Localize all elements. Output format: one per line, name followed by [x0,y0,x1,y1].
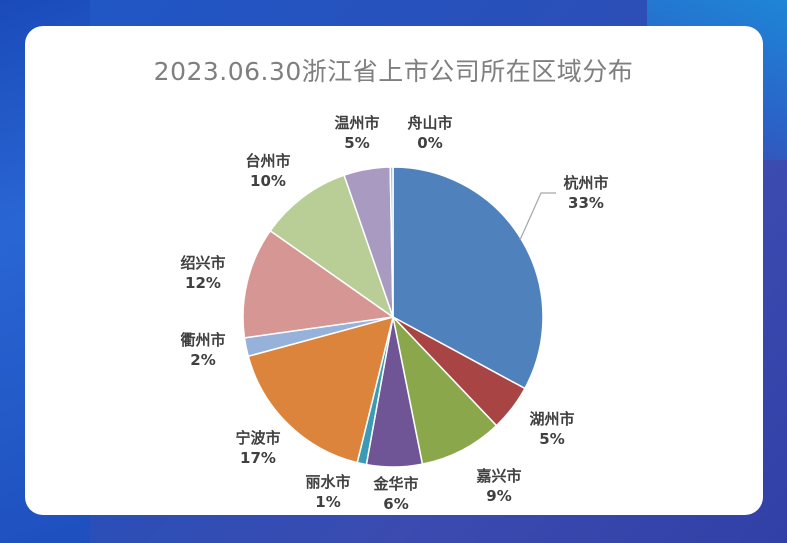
slice-label-6: 衢州市 2% [180,330,225,370]
slice-label-name: 金华市 [373,475,419,493]
slice-label-name: 嘉兴市 [476,467,522,485]
slice-label-value: 5% [539,430,565,448]
slice-label-value: 12% [185,274,221,292]
pie-slice-2 [391,314,498,465]
pie-slice-5 [247,315,395,464]
slice-label-2: 嘉兴市 9% [476,466,521,506]
slice-label-name: 绍兴市 [180,254,226,272]
slice-label-5: 宁波市 17% [235,428,280,468]
slice-label-8: 台州市 10% [245,151,290,191]
chart-title: 2023.06.30浙江省上市公司所在区域分布 [153,57,634,86]
slice-label-4: 丽水市 1% [305,472,350,512]
slice-label-name: 宁波市 [235,429,281,447]
slice-label-name: 舟山市 [407,114,453,132]
slice-label-value: 6% [383,495,409,513]
slice-label-value: 0% [417,134,443,152]
slice-label-name: 湖州市 [529,410,575,428]
slice-label-9: 温州市 5% [334,113,379,153]
slice-label-3: 金华市 6% [373,474,418,514]
slice-label-value: 5% [344,134,370,152]
slice-label-0: 杭州市 33% [563,173,608,213]
slice-label-name: 丽水市 [305,473,351,491]
slice-label-value: 9% [486,487,512,505]
pie-slice-0 [392,166,544,390]
pie-slice-7 [242,229,395,339]
slice-label-value: 2% [190,351,216,369]
leader-line [519,192,556,241]
slice-label-value: 10% [250,172,286,190]
slice-label-name: 温州市 [334,114,380,132]
slice-label-name: 台州市 [245,152,291,170]
slice-label-7: 绍兴市 12% [180,253,225,293]
slice-label-name: 杭州市 [563,174,609,192]
slice-label-10: 舟山市 0% [407,113,452,153]
pie-slice-8 [269,174,395,319]
slice-label-value: 1% [315,493,341,511]
slice-label-value: 17% [240,449,276,467]
slice-label-name: 衢州市 [180,331,226,349]
slice-label-value: 33% [568,194,604,212]
pie-slice-10 [389,166,394,318]
slice-label-1: 湖州市 5% [529,409,574,449]
